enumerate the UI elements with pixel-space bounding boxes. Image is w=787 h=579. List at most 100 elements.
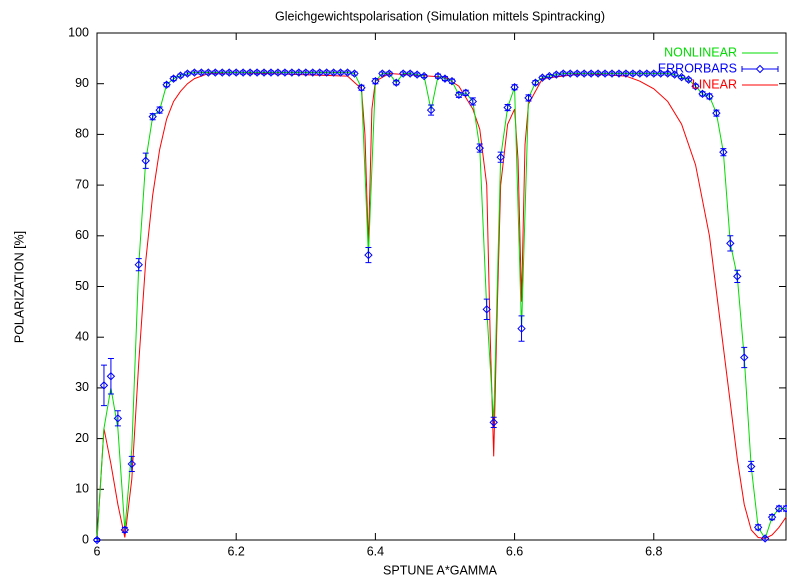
- error-bar: [483, 298, 490, 320]
- data-point: [726, 239, 735, 248]
- data-point: [231, 68, 241, 77]
- data-point: [113, 414, 123, 423]
- data-point: [392, 78, 401, 87]
- data-point: [176, 71, 185, 80]
- data-point: [245, 68, 255, 77]
- data-point: [461, 88, 471, 98]
- data-point: [649, 69, 658, 78]
- data-point: [134, 260, 143, 269]
- x-tick-label: 6.4: [367, 544, 384, 558]
- y-tick-label: 0: [82, 532, 89, 546]
- data-point: [211, 68, 220, 77]
- data-point: [308, 68, 317, 77]
- y-tick-label: 90: [75, 76, 89, 90]
- x-tick-label: 6: [94, 544, 101, 558]
- data-point: [628, 69, 638, 78]
- error-bar: [114, 410, 121, 427]
- data-point: [336, 68, 345, 77]
- data-point: [127, 459, 137, 469]
- data-point: [670, 70, 679, 79]
- y-tick-label: 10: [75, 482, 89, 496]
- data-point: [538, 73, 547, 82]
- y-tick-label: 70: [75, 177, 89, 191]
- data-point: [266, 68, 276, 77]
- data-point: [510, 83, 519, 92]
- data-point: [454, 90, 464, 100]
- data-point: [781, 504, 787, 513]
- data-point: [691, 82, 700, 91]
- data-point: [545, 71, 554, 81]
- error-bar: [358, 84, 365, 91]
- data-point: [399, 69, 408, 78]
- data-point: [635, 69, 645, 78]
- data-line: [96, 72, 787, 541]
- y-tick-label: 30: [75, 380, 89, 394]
- data-point: [600, 69, 610, 78]
- data-point: [489, 418, 498, 427]
- error-bar: [128, 455, 135, 473]
- data-point: [774, 504, 784, 513]
- data-point: [99, 381, 109, 390]
- error-bar: [372, 78, 379, 85]
- data-point: [566, 69, 575, 78]
- data-point: [252, 68, 262, 77]
- data-point: [197, 68, 206, 77]
- data-point: [740, 353, 749, 362]
- data-point: [148, 112, 157, 121]
- error-bar: [783, 505, 787, 512]
- data-point: [656, 69, 665, 78]
- y-tick-label: 40: [75, 329, 89, 343]
- data-point: [559, 69, 568, 78]
- error-bar: [706, 93, 713, 100]
- error-bar: [455, 91, 462, 98]
- data-point: [238, 68, 248, 77]
- error-bar: [518, 315, 525, 342]
- y-tick-label: 20: [75, 431, 89, 445]
- y-tick-label: 50: [75, 279, 89, 293]
- error-bar: [727, 235, 734, 252]
- x-tick-label: 6.2: [227, 544, 244, 558]
- data-point: [405, 69, 415, 78]
- data-point: [343, 68, 352, 77]
- legend-label: NONLINEAR: [664, 45, 737, 59]
- data-point: [607, 69, 617, 78]
- data-point: [225, 68, 234, 77]
- data-point: [677, 72, 686, 82]
- data-point: [719, 147, 728, 157]
- error-bar: [100, 364, 107, 407]
- error-bar: [365, 246, 372, 264]
- error-bar: [755, 524, 762, 531]
- data-point: [733, 272, 742, 281]
- legend-swatch: [755, 64, 765, 74]
- legend-label: LINEAR: [692, 77, 737, 91]
- data-point: [357, 83, 366, 92]
- data-point: [705, 92, 714, 101]
- data-point: [642, 69, 652, 78]
- y-axis-label: POLARIZATION [%]: [12, 231, 26, 343]
- data-point: [350, 69, 359, 78]
- data-point: [573, 69, 582, 78]
- data-point: [698, 89, 707, 99]
- data-point: [190, 68, 199, 77]
- data-point: [712, 108, 721, 118]
- data-point: [663, 69, 672, 78]
- data-point: [162, 80, 171, 89]
- x-axis-label: SPTUNE A*GAMMA: [383, 563, 498, 577]
- data-point: [447, 76, 457, 86]
- error-bar: [511, 84, 518, 91]
- data-point: [106, 372, 116, 381]
- data-point: [552, 70, 561, 79]
- data-point: [419, 71, 429, 81]
- data-point: [141, 156, 150, 165]
- data-point: [621, 69, 631, 78]
- data-point: [204, 68, 213, 77]
- error-bar: [776, 505, 783, 512]
- data-point: [218, 68, 227, 77]
- data-point: [259, 68, 269, 77]
- data-point: [385, 69, 394, 78]
- data-point: [517, 324, 526, 333]
- error-bar: [121, 526, 128, 533]
- data-point: [412, 70, 422, 79]
